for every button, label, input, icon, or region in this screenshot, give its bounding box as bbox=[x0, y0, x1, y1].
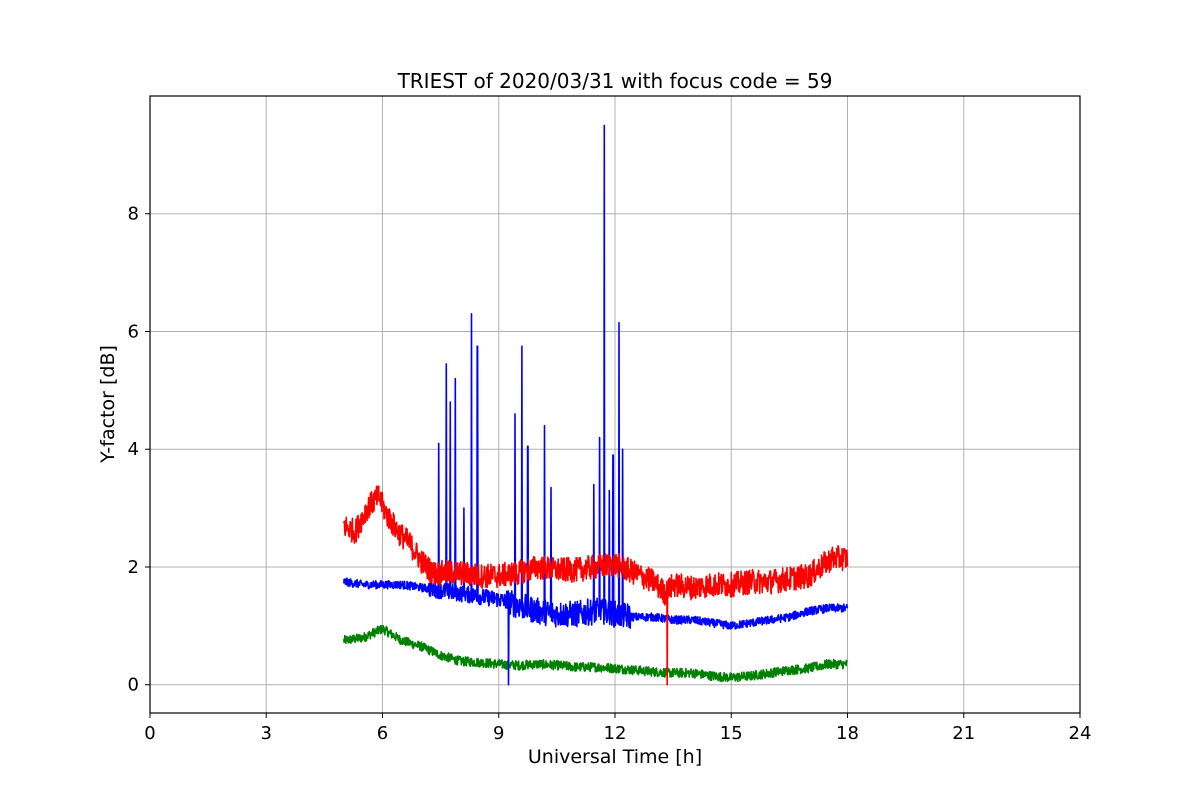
x-tick-label: 15 bbox=[720, 723, 743, 744]
x-tick-label: 6 bbox=[377, 723, 388, 744]
series-line-2 bbox=[343, 624, 848, 683]
chart-title: TRIEST of 2020/03/31 with focus code = 5… bbox=[397, 69, 833, 93]
x-tick-label: 24 bbox=[1069, 723, 1092, 744]
x-tick-label: 21 bbox=[952, 723, 975, 744]
grid bbox=[149, 96, 1081, 713]
x-tick-label: 18 bbox=[836, 723, 859, 744]
y-tick-label: 6 bbox=[128, 321, 139, 342]
y-tick-label: 8 bbox=[128, 204, 139, 225]
y-axis-label: Y-factor [dB] bbox=[97, 345, 119, 464]
y-tick-label: 0 bbox=[128, 675, 139, 696]
series-line-1 bbox=[343, 124, 849, 686]
y-tick-label: 2 bbox=[128, 557, 139, 578]
series-line-0 bbox=[343, 485, 849, 686]
x-tick-label: 12 bbox=[604, 723, 627, 744]
x-tick-label: 3 bbox=[261, 723, 272, 744]
y-tick-label: 4 bbox=[128, 439, 139, 460]
x-axis-label: Universal Time [h] bbox=[528, 746, 702, 768]
x-tick-label: 9 bbox=[493, 723, 504, 744]
x-tick-label: 0 bbox=[144, 723, 155, 744]
series-layer bbox=[343, 124, 849, 686]
